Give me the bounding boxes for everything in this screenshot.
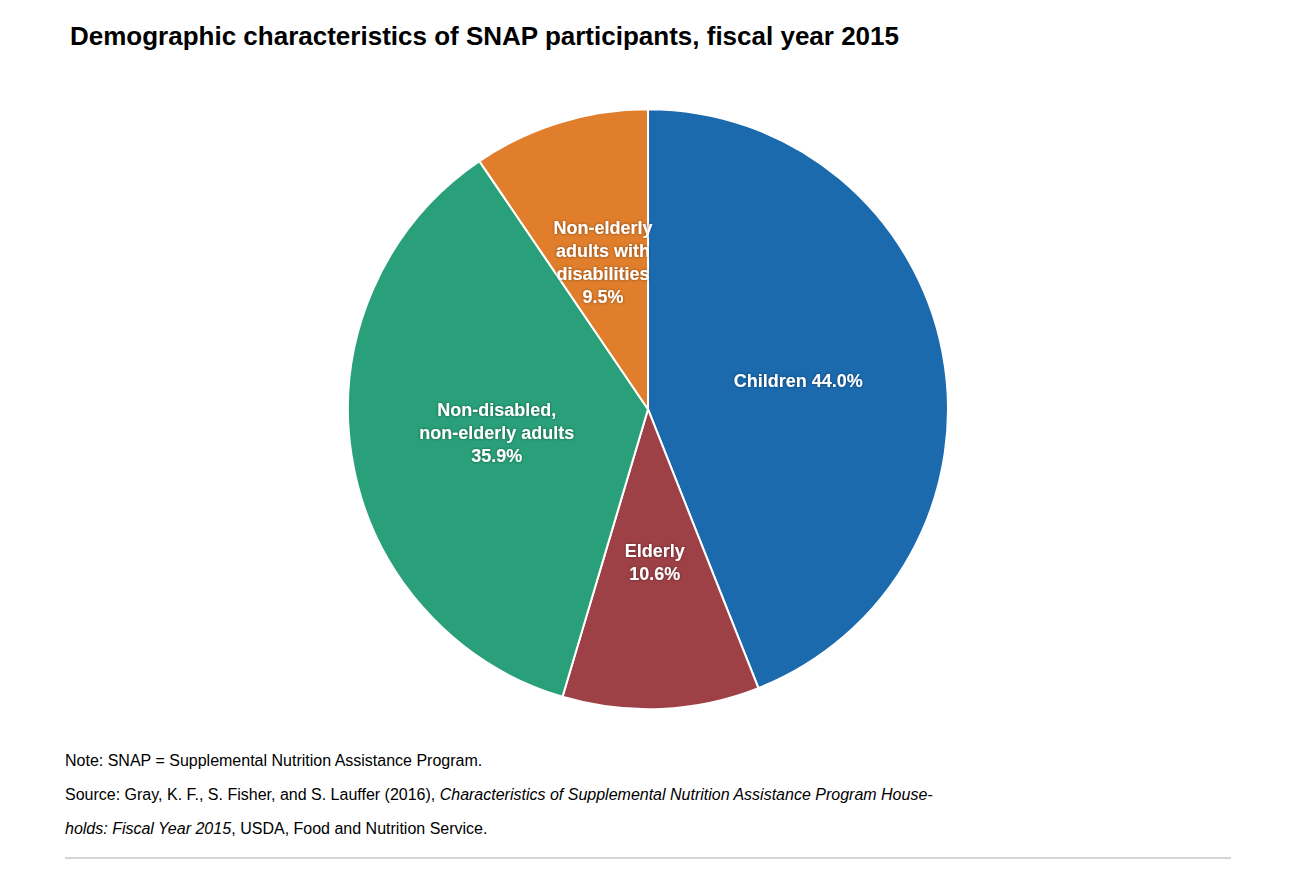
svg-text:35.9%: 35.9% [471, 446, 522, 466]
svg-text:holds: Fiscal Year 2015: holds: Fiscal Year 2015 [65, 820, 231, 837]
svg-text:Elderly: Elderly [625, 541, 685, 561]
svg-text:disabilities: disabilities [556, 264, 649, 284]
svg-text:non-elderly adults: non-elderly adults [419, 423, 574, 443]
svg-text:9.5%: 9.5% [582, 287, 623, 307]
svg-text:Note: SNAP = Supplemental Nutr: Note: SNAP = Supplemental Nutrition Assi… [65, 752, 482, 769]
svg-text:Non-disabled,: Non-disabled, [437, 400, 556, 420]
svg-text:Source: Gray, K. F., S. Fisher: Source: Gray, K. F., S. Fisher, and S. L… [65, 786, 440, 803]
svg-text:Characteristics of Supplementa: Characteristics of Supplemental Nutritio… [440, 786, 933, 803]
svg-text:adults with: adults with [556, 241, 650, 261]
svg-text:Children 44.0%: Children 44.0% [734, 371, 863, 391]
svg-text:10.6%: 10.6% [629, 564, 680, 584]
svg-text:Non-elderly: Non-elderly [553, 218, 652, 238]
svg-text:Demographic characteristics of: Demographic characteristics of SNAP part… [70, 21, 899, 51]
svg-text:, USDA, Food and Nutrition Ser: , USDA, Food and Nutrition Service. [231, 820, 487, 837]
